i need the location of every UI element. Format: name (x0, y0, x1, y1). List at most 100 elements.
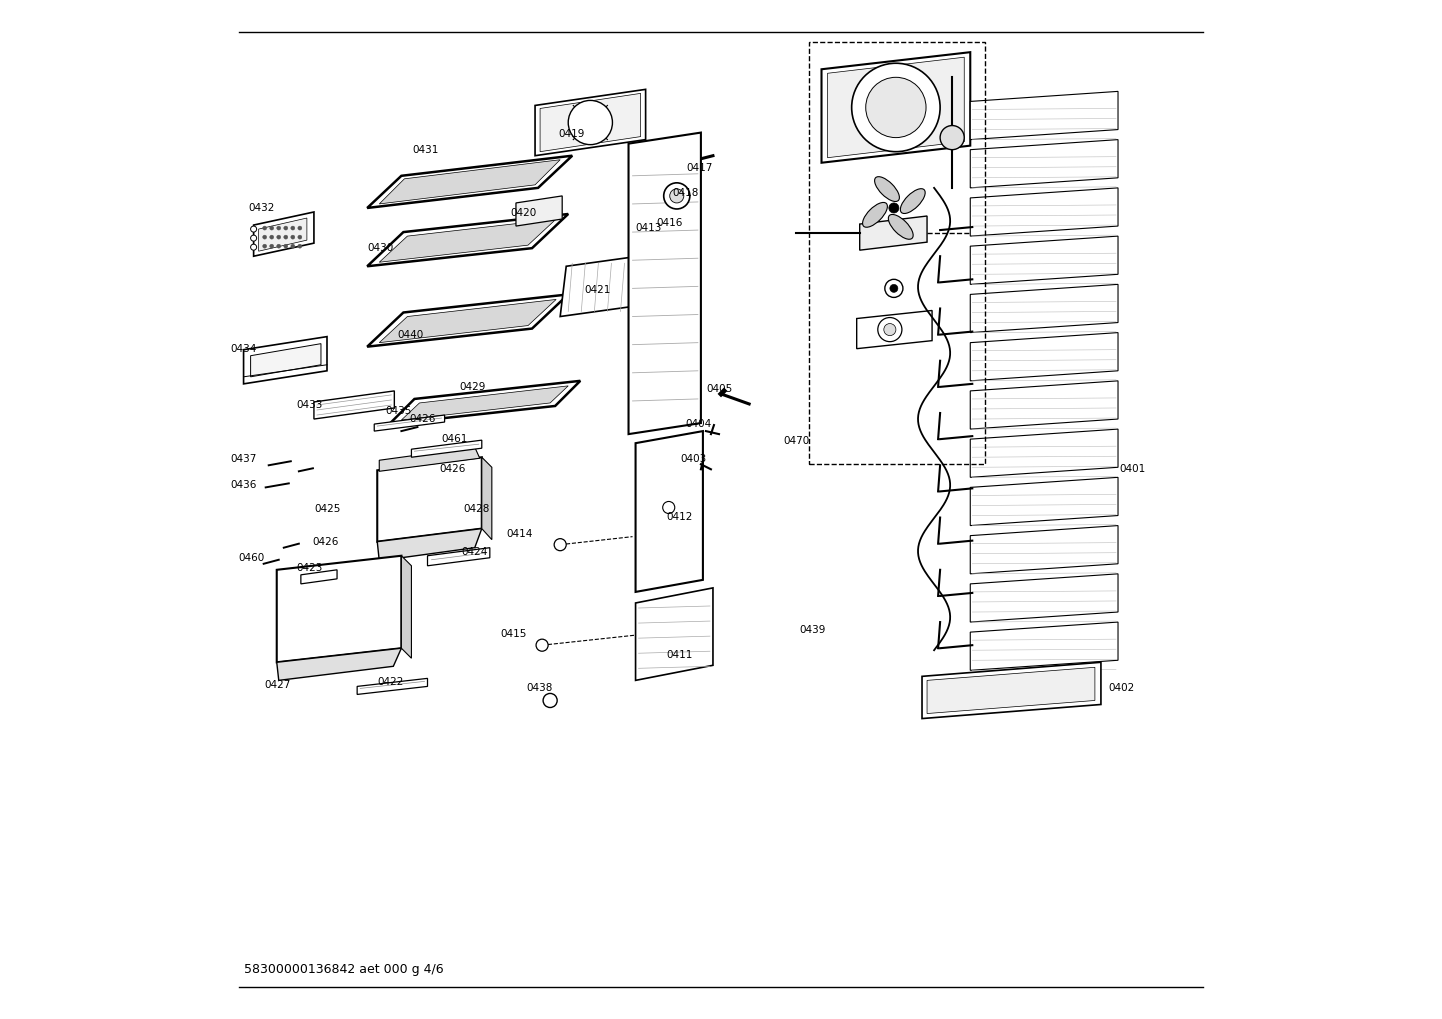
Text: 0426: 0426 (440, 465, 466, 474)
Polygon shape (970, 622, 1118, 671)
Polygon shape (970, 574, 1118, 622)
Text: 0420: 0420 (510, 208, 536, 218)
Text: 0413: 0413 (636, 223, 662, 233)
Text: 0425: 0425 (314, 504, 340, 515)
Circle shape (291, 245, 294, 249)
Text: 0404: 0404 (686, 419, 712, 429)
Text: 0421: 0421 (584, 285, 610, 296)
Text: 0402: 0402 (1107, 684, 1135, 693)
Text: 0427: 0427 (265, 681, 291, 691)
Text: 0437: 0437 (231, 454, 257, 465)
Polygon shape (970, 381, 1118, 429)
Polygon shape (559, 256, 639, 317)
Circle shape (284, 245, 288, 249)
Polygon shape (516, 196, 562, 226)
Text: 0401: 0401 (1119, 465, 1145, 474)
Polygon shape (244, 336, 327, 384)
Polygon shape (970, 284, 1118, 332)
Circle shape (270, 226, 274, 230)
Polygon shape (389, 381, 580, 424)
Circle shape (544, 694, 557, 707)
Circle shape (284, 226, 288, 230)
Polygon shape (535, 90, 646, 156)
Circle shape (291, 235, 294, 239)
Polygon shape (921, 662, 1100, 718)
Text: 0440: 0440 (398, 329, 424, 339)
Text: 0429: 0429 (460, 382, 486, 392)
Polygon shape (859, 216, 927, 251)
Polygon shape (927, 667, 1094, 713)
Polygon shape (970, 140, 1118, 187)
Polygon shape (378, 458, 482, 542)
Polygon shape (828, 57, 965, 158)
Polygon shape (970, 92, 1118, 140)
Text: 0419: 0419 (558, 128, 584, 139)
Circle shape (298, 226, 301, 230)
Circle shape (277, 245, 281, 249)
Text: 0430: 0430 (368, 244, 394, 253)
Circle shape (885, 279, 903, 298)
Circle shape (568, 101, 613, 145)
Polygon shape (970, 187, 1118, 236)
Circle shape (262, 226, 267, 230)
Text: 0431: 0431 (412, 145, 438, 155)
Polygon shape (427, 547, 490, 566)
Text: 0426: 0426 (311, 537, 339, 546)
Circle shape (663, 182, 689, 209)
Ellipse shape (900, 189, 926, 214)
Polygon shape (301, 570, 337, 584)
Polygon shape (379, 447, 480, 472)
Polygon shape (358, 679, 427, 694)
Text: 0432: 0432 (248, 203, 275, 213)
Polygon shape (251, 343, 322, 377)
Polygon shape (379, 219, 557, 262)
Circle shape (663, 501, 675, 514)
Polygon shape (970, 429, 1118, 477)
Text: 0411: 0411 (666, 650, 694, 660)
Polygon shape (258, 218, 307, 252)
Polygon shape (368, 214, 568, 266)
Circle shape (884, 324, 895, 335)
Bar (809, 42, 985, 465)
Circle shape (554, 539, 567, 550)
Polygon shape (379, 160, 559, 204)
Circle shape (284, 235, 288, 239)
Polygon shape (254, 212, 314, 256)
Text: 0435: 0435 (385, 406, 411, 416)
Polygon shape (368, 294, 568, 346)
Circle shape (669, 189, 684, 203)
Polygon shape (482, 458, 492, 540)
Circle shape (536, 639, 548, 651)
Circle shape (251, 235, 257, 242)
Text: 0417: 0417 (686, 163, 714, 173)
Text: 0426: 0426 (410, 414, 435, 424)
Circle shape (298, 235, 301, 239)
Text: 0436: 0436 (231, 480, 257, 490)
Text: 0461: 0461 (441, 434, 469, 444)
Polygon shape (375, 415, 444, 431)
Text: 58300000136842 aet 000 g 4/6: 58300000136842 aet 000 g 4/6 (244, 963, 443, 976)
Ellipse shape (888, 214, 913, 239)
Text: 0412: 0412 (666, 512, 694, 522)
Circle shape (298, 245, 301, 249)
Circle shape (277, 235, 281, 239)
Text: 0415: 0415 (500, 629, 526, 639)
Ellipse shape (862, 203, 887, 227)
Text: 0423: 0423 (297, 562, 323, 573)
Text: 0470: 0470 (783, 436, 809, 446)
Polygon shape (822, 52, 970, 163)
Text: 0428: 0428 (464, 504, 490, 515)
Text: 0433: 0433 (297, 400, 323, 410)
Ellipse shape (875, 176, 900, 202)
Text: 0438: 0438 (526, 684, 552, 693)
Text: 0422: 0422 (378, 678, 404, 688)
Text: 0405: 0405 (707, 384, 733, 394)
Polygon shape (277, 555, 401, 662)
Circle shape (262, 235, 267, 239)
Text: 0418: 0418 (673, 187, 699, 198)
Text: 0416: 0416 (656, 218, 684, 228)
Polygon shape (629, 132, 701, 434)
Polygon shape (970, 332, 1118, 381)
Text: 0460: 0460 (238, 552, 265, 562)
Circle shape (277, 226, 281, 230)
